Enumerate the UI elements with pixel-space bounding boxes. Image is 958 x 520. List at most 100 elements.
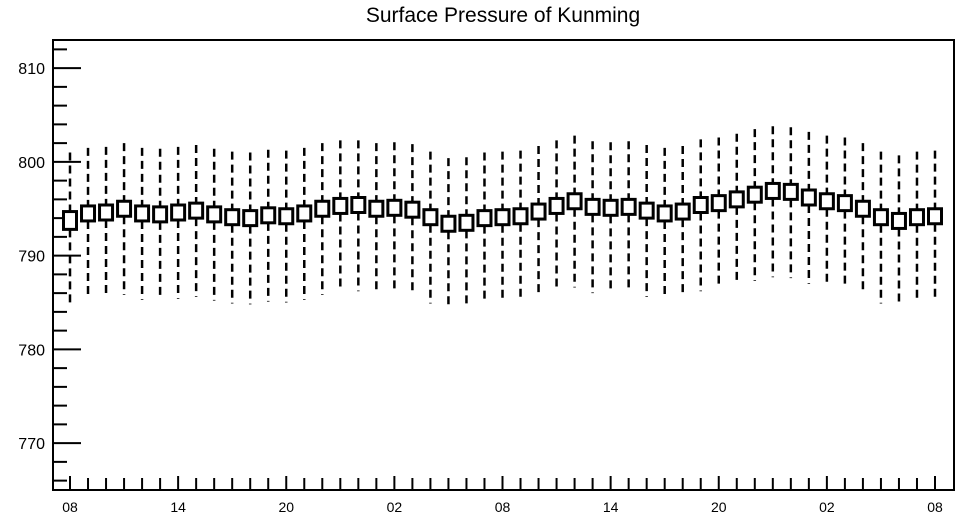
box [296,204,313,223]
box-item [116,143,133,295]
box-item [890,155,907,307]
box-item [548,140,565,292]
box-item [566,135,583,288]
box [476,209,493,228]
x-tick-label: 14 [170,499,186,515]
y-tick-label: 800 [18,155,45,172]
box-item [278,150,295,303]
box [818,192,835,211]
x-tick-label: 08 [495,499,511,515]
box-item [674,145,691,297]
box [242,209,259,228]
box [800,188,817,207]
box-item [224,151,241,304]
box-item [422,151,439,304]
box [836,194,853,213]
box-item [800,131,817,284]
box-item [908,151,925,303]
box-item [656,147,673,299]
box-item [350,140,367,292]
box [620,197,637,216]
box-item [872,151,889,304]
box [764,181,781,200]
box-item [836,137,853,289]
box-series [62,126,943,310]
box [890,211,907,230]
chart-title: Surface Pressure of Kunming [366,4,640,27]
box [512,207,529,226]
box-item [638,145,655,297]
x-tick-label: 14 [603,499,619,515]
box-item [260,149,277,302]
box [872,208,889,227]
box [422,208,439,227]
box-item [152,148,169,300]
box-item [206,148,223,301]
box-item [818,135,835,287]
box-item [80,147,97,298]
box-item [458,157,475,309]
box [260,206,277,225]
box-item [134,147,151,300]
box [530,202,547,221]
box [98,203,115,222]
y-tick-label: 780 [18,342,45,359]
box-item [584,141,601,294]
box [692,196,709,214]
box-item [692,139,709,292]
box-item [242,152,259,305]
box [188,201,205,220]
box-item [62,152,78,308]
box [152,205,169,224]
box-item [404,144,421,295]
box [350,196,367,214]
box [80,204,97,223]
x-tick-label: 20 [711,499,727,515]
box [206,205,223,224]
box-item [314,143,331,295]
box [854,199,871,218]
box [584,197,601,216]
box-item [854,143,871,295]
box [368,199,385,218]
box [674,202,691,221]
box-item [602,142,619,294]
box-item [296,147,313,300]
box [927,207,943,226]
x-tick-label: 20 [278,499,294,515]
box-item [746,129,763,281]
x-tick-label: 08 [62,499,78,515]
box [386,198,403,217]
box [404,200,421,219]
box [566,192,583,211]
y-axis: 770 780 790 800 810 [18,48,81,482]
y-tick-label: 770 [18,436,45,453]
box [548,196,565,215]
box-item [927,150,943,302]
y-tick-label: 790 [18,249,45,266]
box-item [530,145,547,297]
box-item [188,145,205,297]
box-item [440,158,457,310]
box [638,201,655,220]
box-item [368,143,385,295]
box-item [782,127,799,279]
box-item [494,151,511,303]
box [332,196,349,215]
box-item [710,137,727,289]
box [440,214,457,233]
box [602,198,619,217]
box [710,194,727,213]
box [728,190,745,209]
box [62,210,78,231]
box [278,207,295,226]
box [224,208,241,227]
box [116,199,133,218]
box-item [512,150,529,302]
x-axis: 08 14 20 02 08 14 20 02 08 [62,476,943,515]
box [314,199,331,218]
box [458,213,475,232]
box-item [728,133,745,285]
box [746,185,763,204]
